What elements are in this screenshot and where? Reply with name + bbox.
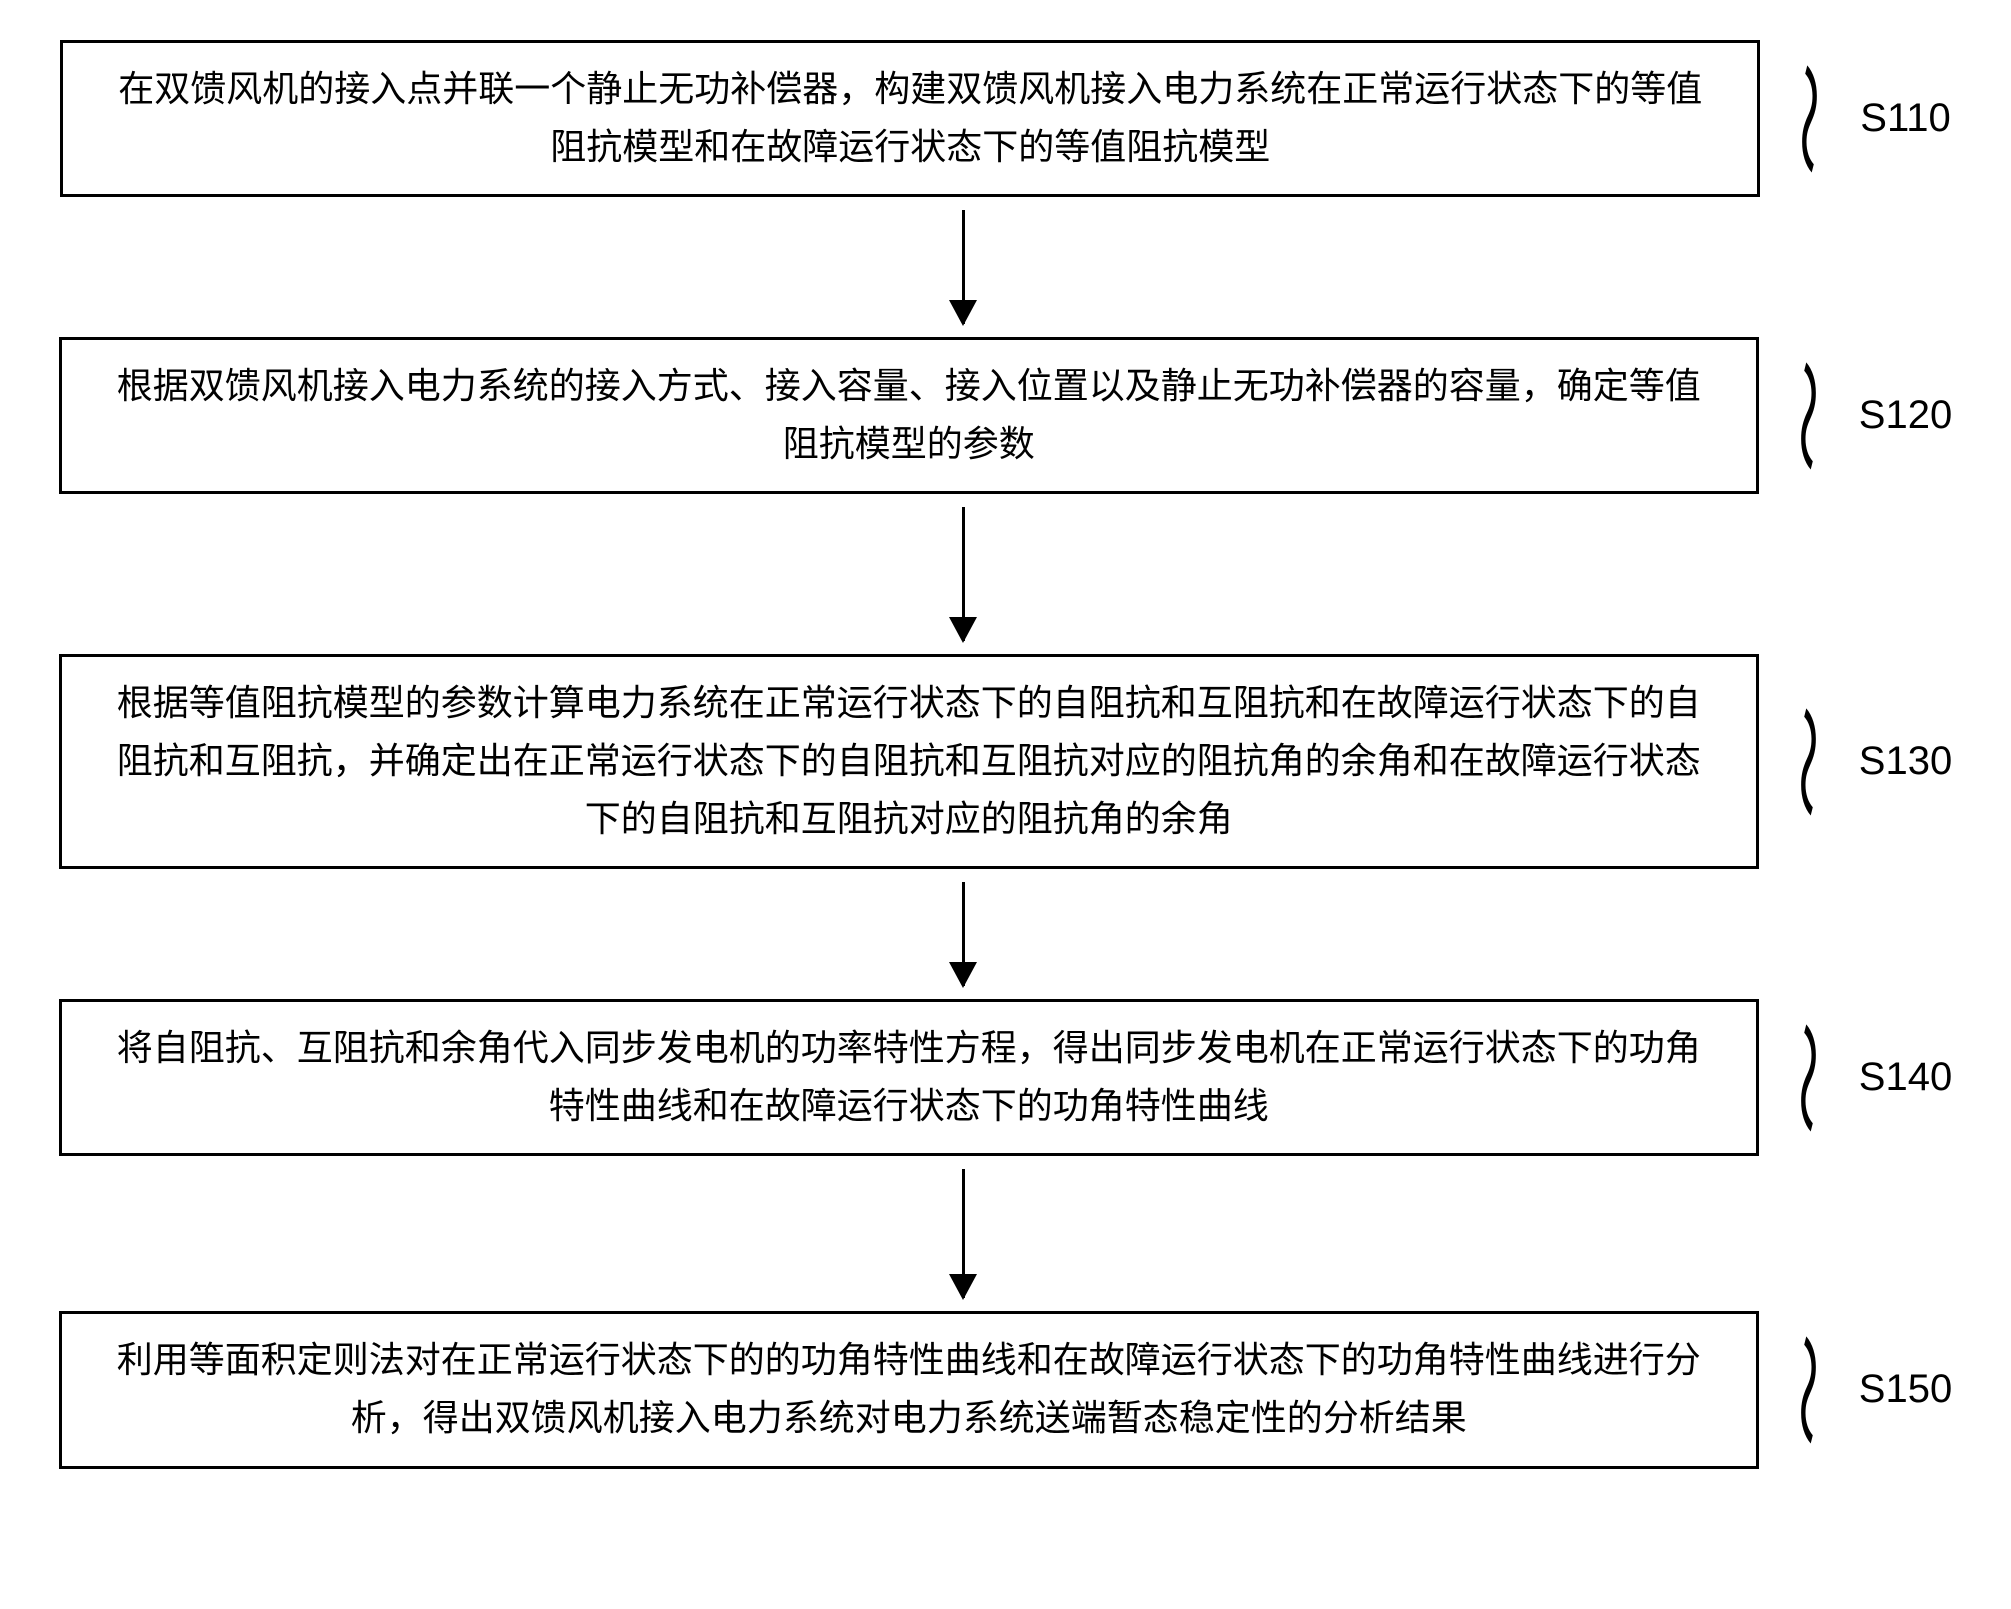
arrow-line bbox=[962, 1169, 965, 1298]
flow-step-label: S130 bbox=[1859, 739, 1952, 784]
flow-row: 根据双馈风机接入电力系统的接入方式、接入容量、接入位置以及静止无功补偿器的容量，… bbox=[40, 337, 1971, 494]
flow-arrow bbox=[40, 1156, 1971, 1311]
brace-icon: 〜 bbox=[1790, 1331, 1822, 1448]
flow-step-label: S110 bbox=[1860, 96, 1950, 141]
brace-icon: 〜 bbox=[1790, 1019, 1822, 1136]
flow-step-label-group: 〜S130 bbox=[1779, 735, 1952, 789]
flow-row: 利用等面积定则法对在正常运行状态下的的功角特性曲线和在故障运行状态下的功角特性曲… bbox=[40, 1311, 1971, 1468]
flow-row: 在双馈风机的接入点并联一个静止无功补偿器，构建双馈风机接入电力系统在正常运行状态… bbox=[40, 40, 1971, 197]
flowchart-container: 在双馈风机的接入点并联一个静止无功补偿器，构建双馈风机接入电力系统在正常运行状态… bbox=[40, 40, 1971, 1469]
arrow-line bbox=[962, 882, 965, 986]
flow-step-box: 根据等值阻抗模型的参数计算电力系统在正常运行状态下的自阻抗和互阻抗和在故障运行状… bbox=[59, 654, 1759, 869]
flow-step-label-group: 〜S140 bbox=[1779, 1051, 1952, 1105]
flow-row: 将自阻抗、互阻抗和余角代入同步发电机的功率特性方程，得出同步发电机在正常运行状态… bbox=[40, 999, 1971, 1156]
arrow-line bbox=[962, 210, 965, 324]
brace-icon: 〜 bbox=[1791, 60, 1823, 177]
flow-step-box: 利用等面积定则法对在正常运行状态下的的功角特性曲线和在故障运行状态下的功角特性曲… bbox=[59, 1311, 1759, 1468]
flow-step-label: S150 bbox=[1859, 1367, 1952, 1412]
arrow-line bbox=[962, 507, 965, 641]
flow-step-label-group: 〜S110 bbox=[1780, 92, 1950, 146]
flow-arrow bbox=[40, 197, 1971, 337]
flow-step-label: S140 bbox=[1859, 1055, 1952, 1100]
flow-arrow bbox=[40, 494, 1971, 654]
flow-step-box: 在双馈风机的接入点并联一个静止无功补偿器，构建双馈风机接入电力系统在正常运行状态… bbox=[60, 40, 1760, 197]
flow-step-box: 将自阻抗、互阻抗和余角代入同步发电机的功率特性方程，得出同步发电机在正常运行状态… bbox=[59, 999, 1759, 1156]
flow-step-label: S120 bbox=[1859, 393, 1952, 438]
flow-row: 根据等值阻抗模型的参数计算电力系统在正常运行状态下的自阻抗和互阻抗和在故障运行状… bbox=[40, 654, 1971, 869]
flow-step-box: 根据双馈风机接入电力系统的接入方式、接入容量、接入位置以及静止无功补偿器的容量，… bbox=[59, 337, 1759, 494]
brace-icon: 〜 bbox=[1790, 357, 1822, 474]
flow-step-label-group: 〜S120 bbox=[1779, 389, 1952, 443]
flow-step-label-group: 〜S150 bbox=[1779, 1363, 1952, 1417]
brace-icon: 〜 bbox=[1790, 703, 1822, 820]
flow-arrow bbox=[40, 869, 1971, 999]
